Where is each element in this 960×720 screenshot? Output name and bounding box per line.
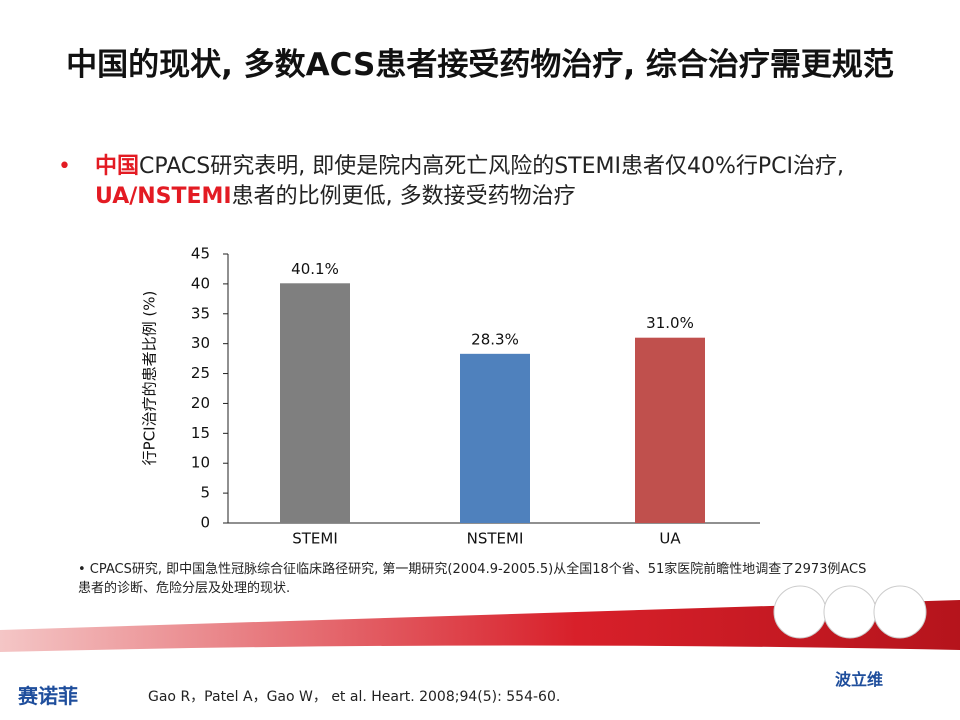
bullet-segment: 患者的比例更低, 多数接受药物治疗 (231, 184, 576, 209)
bullet-dot: • (58, 154, 71, 179)
logo-left: 赛诺菲 (18, 684, 78, 708)
y-tick-label: 20 (191, 394, 210, 412)
bullet-segment: 中国 (95, 154, 140, 179)
y-tick-label: 40 (191, 274, 210, 292)
y-tick-label: 5 (200, 484, 210, 502)
x-tick-label: UA (659, 530, 681, 548)
x-tick-label: NSTEMI (467, 530, 524, 548)
y-tick-label: 30 (191, 334, 210, 352)
bullet-segment: UA/NSTEMI (95, 184, 232, 209)
x-tick-label: STEMI (292, 530, 338, 548)
data-label: 31.0% (646, 314, 694, 332)
slide-title: 中国的现状, 多数ACS患者接受药物治疗, 综合治疗需更规范 (66, 47, 894, 83)
bar (280, 283, 350, 523)
y-tick-label: 10 (191, 454, 210, 472)
reference: Gao R，Patel A，Gao W， et al. Heart. 2008;… (148, 689, 561, 705)
bullet-segment: CPACS研究表明, 即使是院内高死亡风险的STEMI患者仅40%行PCI治疗, (139, 154, 844, 179)
bar (460, 353, 530, 523)
y-tick-label: 15 (191, 424, 210, 442)
data-label: 28.3% (471, 330, 519, 348)
data-label: 40.1% (291, 260, 339, 278)
logo-right: 波立维 (835, 670, 884, 689)
bar (635, 337, 705, 523)
decor-circle (873, 585, 927, 639)
y-tick-label: 0 (200, 514, 210, 532)
y-tick-label: 45 (191, 245, 210, 263)
footnote: • CPACS研究, 即中国急性冠脉综合征临床路径研究, 第一期研究(2004.… (78, 562, 867, 596)
y-tick-label: 25 (191, 364, 210, 382)
bullet-text: 中国CPACS研究表明, 即使是院内高死亡风险的STEMI患者仅40%行PCI治… (95, 152, 905, 212)
y-tick-label: 35 (191, 304, 210, 322)
decor-stripe (0, 600, 960, 652)
y-axis-label: 行PCI治疗的患者比例 (%) (141, 291, 159, 466)
